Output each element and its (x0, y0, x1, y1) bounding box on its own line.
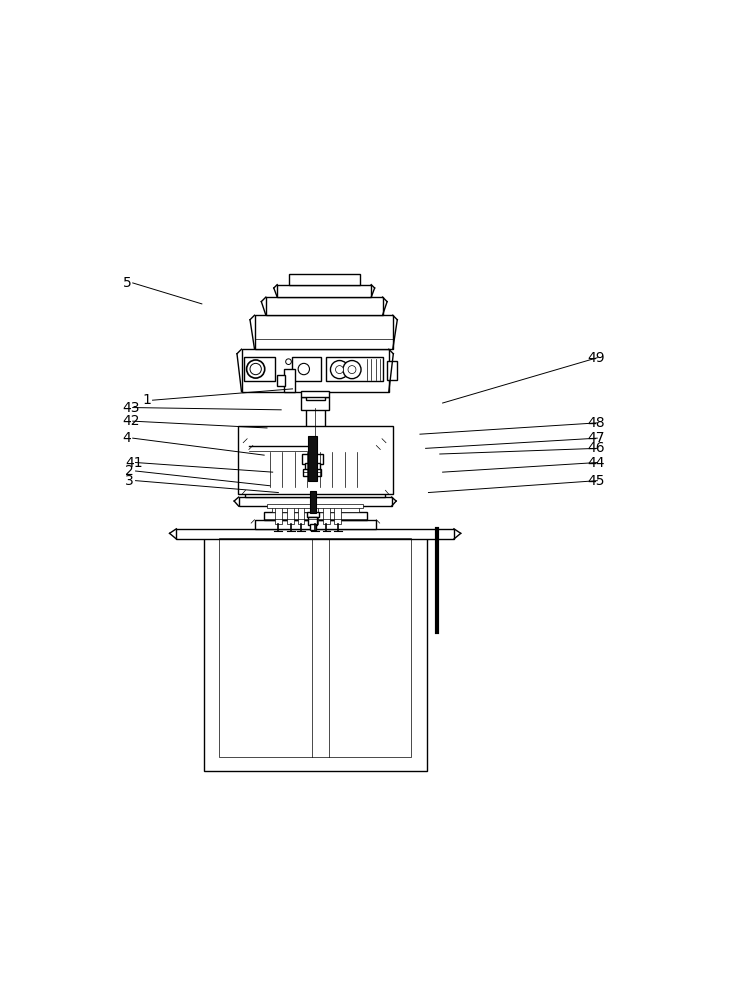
Bar (302, 454, 322, 464)
Bar (246, 490, 385, 497)
Text: 2: 2 (126, 464, 134, 478)
Text: 4: 4 (123, 431, 132, 445)
Bar (284, 369, 295, 392)
Bar (289, 274, 360, 285)
Text: 44: 44 (587, 456, 605, 470)
Circle shape (336, 366, 344, 374)
Bar (323, 506, 330, 524)
Bar (266, 297, 382, 315)
Text: 43: 43 (123, 401, 140, 415)
Bar (238, 497, 392, 506)
Bar (267, 504, 363, 508)
Text: 45: 45 (587, 474, 605, 488)
Text: 5: 5 (123, 276, 132, 290)
Bar (292, 357, 321, 381)
Bar (387, 361, 397, 380)
Bar (247, 439, 382, 446)
Bar (327, 357, 383, 381)
Text: 47: 47 (587, 431, 605, 445)
Circle shape (250, 363, 262, 375)
Bar (264, 512, 367, 520)
Bar (310, 524, 316, 530)
Bar (307, 512, 319, 517)
Bar (306, 408, 325, 439)
Circle shape (246, 360, 265, 378)
Bar (311, 506, 318, 524)
Bar (241, 349, 389, 392)
Bar (176, 529, 454, 539)
Bar (310, 491, 316, 513)
Bar (277, 375, 285, 386)
Text: 49: 49 (587, 351, 605, 365)
Bar (253, 446, 376, 451)
Text: 3: 3 (126, 474, 134, 488)
Bar (303, 469, 322, 476)
Bar (259, 451, 372, 488)
Circle shape (286, 359, 292, 365)
Bar (254, 315, 393, 349)
Bar (301, 391, 329, 397)
Bar (271, 506, 360, 512)
Text: 46: 46 (587, 441, 605, 455)
Bar (308, 436, 317, 481)
Bar (308, 517, 317, 525)
Bar (277, 285, 371, 297)
Bar (306, 391, 325, 400)
Bar (238, 426, 393, 494)
Bar (305, 463, 319, 470)
Circle shape (343, 361, 361, 379)
Text: 41: 41 (126, 456, 143, 470)
Text: 42: 42 (123, 414, 140, 428)
Bar (301, 397, 329, 410)
Bar (203, 536, 428, 771)
Circle shape (348, 366, 356, 374)
Bar (287, 506, 294, 524)
Text: 1: 1 (143, 393, 151, 407)
Text: 48: 48 (587, 416, 605, 430)
Bar (219, 539, 412, 757)
Bar (254, 520, 376, 529)
Circle shape (298, 363, 309, 375)
Bar (298, 506, 304, 524)
Bar (244, 357, 276, 381)
Bar (334, 506, 341, 524)
Bar (275, 506, 281, 524)
Circle shape (330, 361, 349, 379)
